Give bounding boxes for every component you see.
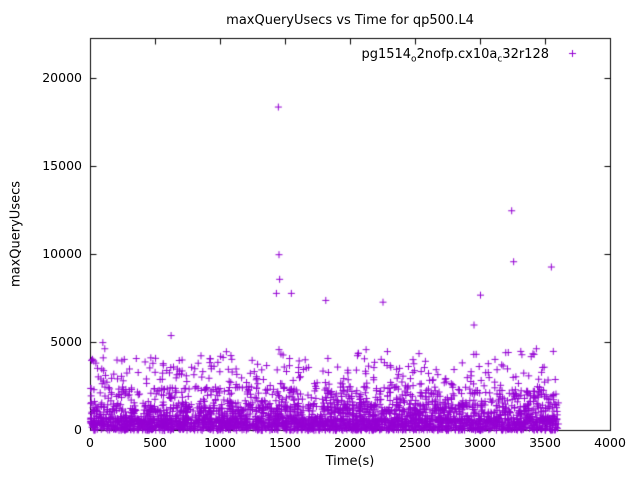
legend-subscript: c bbox=[497, 54, 503, 65]
x-axis-label: Time(s) bbox=[325, 454, 375, 469]
x-tick-label: 1000 bbox=[204, 435, 236, 450]
x-tick-label: 500 bbox=[143, 435, 167, 450]
x-tick-label: 2000 bbox=[334, 435, 366, 450]
x-tick-label: 2500 bbox=[399, 435, 431, 450]
chart-title: maxQueryUsecs vs Time for qp500.L4 bbox=[226, 13, 474, 28]
y-tick-label: 15000 bbox=[42, 158, 82, 174]
y-axis-label: maxQueryUsecs bbox=[8, 180, 24, 288]
x-tick-label: 1500 bbox=[269, 435, 301, 450]
x-tick-label: 3500 bbox=[529, 435, 561, 450]
y-tick-label: 20000 bbox=[42, 70, 82, 86]
y-tick-label: 5000 bbox=[50, 334, 82, 350]
legend-text: 32r128 bbox=[502, 47, 549, 62]
legend-subscript: o bbox=[411, 54, 417, 65]
x-tick-label: 0 bbox=[86, 435, 94, 450]
x-tick-label: 3000 bbox=[464, 435, 496, 450]
y-tick-label: 10000 bbox=[42, 246, 82, 262]
y-tick-label: 0 bbox=[74, 422, 82, 437]
legend-text: 2nofp.cx10a bbox=[416, 47, 498, 62]
legend-series-label: pg1514o2nofp.cx10ac32r128 bbox=[0, 47, 549, 65]
x-tick-label: 4000 bbox=[594, 435, 626, 450]
legend-text: pg1514 bbox=[361, 47, 412, 62]
